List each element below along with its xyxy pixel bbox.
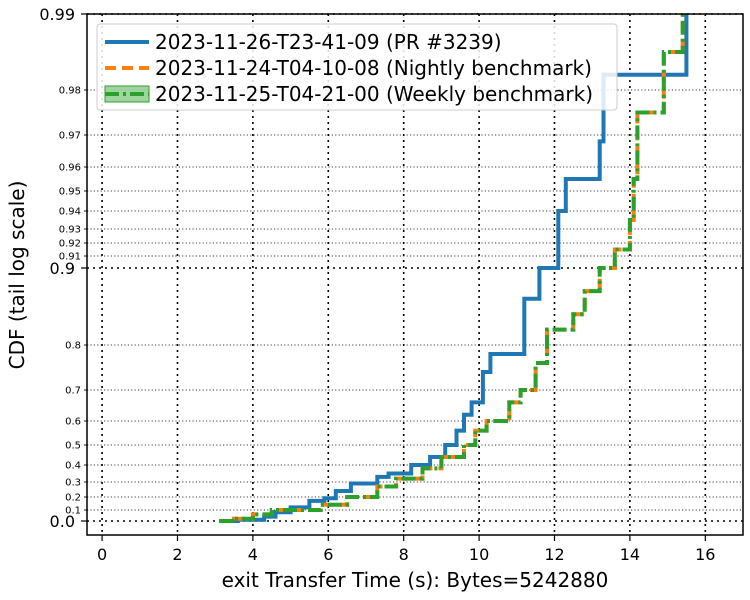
- x-tick-label: 4: [248, 545, 258, 564]
- y-minor-tick-label: 0.97: [59, 131, 81, 142]
- y-minor-tick-label: 0.94: [59, 207, 81, 218]
- y-minor-tick-label: 0.8: [65, 341, 81, 352]
- legend: 2023-11-26-T23-41-09 (PR #3239)2023-11-2…: [96, 23, 618, 111]
- y-minor-tick-label: 0.4: [65, 461, 81, 472]
- x-tick-label: 14: [620, 545, 640, 564]
- x-tick-label: 16: [695, 545, 715, 564]
- x-tick-label: 0: [97, 545, 107, 564]
- y-minor-tick-label: 0.6: [65, 417, 81, 428]
- y-minor-tick-label: 0.2: [65, 493, 81, 504]
- plot-frame: [86, 13, 744, 536]
- series-line-3: [219, 14, 685, 523]
- y-minor-tick-label: 0.3: [65, 478, 81, 489]
- y-axis-label: CDF (tail log scale): [5, 181, 29, 370]
- y-minor-tick-label: 0.91: [59, 252, 81, 263]
- y-minor-tick-label: 0.1: [65, 506, 81, 517]
- legend-box: [96, 23, 618, 111]
- y-minor-tick-label: 0.98: [59, 86, 81, 97]
- y-major-tick-label: 0.0: [50, 512, 75, 531]
- legend-label-1: 2023-11-26-T23-41-09 (PR #3239): [155, 30, 502, 54]
- y-minor-tick-label: 0.7: [65, 386, 81, 397]
- y-major-tick-label: 0.99: [39, 5, 75, 24]
- x-tick-label: 12: [544, 545, 564, 564]
- x-tick-label: 2: [172, 545, 182, 564]
- y-minor-tick-label: 0.92: [59, 239, 81, 250]
- x-axis-label: exit Transfer Time (s): Bytes=5242880: [222, 568, 609, 592]
- y-minor-tick-label: 0.5: [65, 441, 81, 452]
- x-ticks: 0 2 4 6 8 10 12 14 16: [97, 535, 715, 564]
- y-minor-tick-label: 0.96: [59, 163, 81, 174]
- x-tick-label: 10: [469, 545, 489, 564]
- y-major-tick-label: 0.9: [50, 259, 75, 278]
- y-minor-tick-label: 0.95: [59, 187, 81, 198]
- y-ticks: 0.1 0.2 0.3 0.4 0.5 0.6 0.7 0.8 0.91 0.92 0.93 0.94…: [39, 5, 87, 531]
- legend-label-2: 2023-11-24-T04-10-08 (Nightly benchmark): [155, 56, 592, 80]
- legend-label-3: 2023-11-25-T04-21-00 (Weekly benchmark): [155, 82, 593, 106]
- series-lines: [219, 14, 689, 523]
- x-tick-label: 8: [399, 545, 409, 564]
- x-tick-label: 6: [323, 545, 333, 564]
- y-minor-tick-label: 0.93: [59, 225, 81, 236]
